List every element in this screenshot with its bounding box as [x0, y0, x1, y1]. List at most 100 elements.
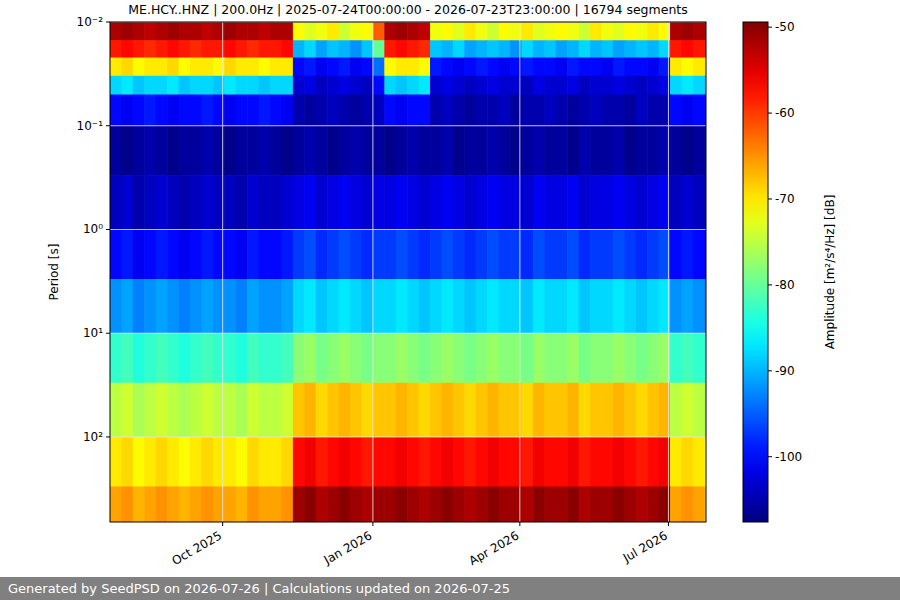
cell [121, 333, 133, 383]
cell [224, 76, 236, 95]
cell [373, 229, 385, 279]
cell [682, 279, 694, 334]
cell [682, 95, 694, 127]
cell [556, 126, 568, 176]
cell [682, 333, 694, 383]
cell [144, 229, 156, 279]
cell [407, 126, 419, 176]
cell [247, 58, 259, 77]
cell [453, 126, 465, 176]
cell [636, 175, 648, 230]
y-tick-label: 10² [83, 430, 103, 444]
cell [270, 383, 282, 438]
cell [453, 333, 465, 383]
cell [590, 486, 602, 522]
cell [647, 58, 659, 77]
cell [441, 175, 453, 230]
cell [430, 279, 442, 334]
cell [419, 333, 431, 383]
cell [121, 229, 133, 279]
cell [121, 383, 133, 438]
cell [201, 76, 213, 95]
cell [464, 22, 476, 41]
cell [350, 175, 362, 230]
cell [224, 383, 236, 438]
cell [567, 229, 579, 279]
cell [167, 58, 179, 77]
cell [499, 175, 511, 230]
cell [590, 95, 602, 127]
cell [179, 383, 191, 438]
cell [281, 76, 293, 95]
cell [670, 229, 682, 279]
cell [259, 383, 271, 438]
cell [201, 229, 213, 279]
cell [613, 76, 625, 95]
cell [373, 486, 385, 522]
cell [579, 76, 591, 95]
cell [476, 175, 488, 230]
cell [430, 383, 442, 438]
cell [590, 126, 602, 176]
cell [361, 383, 373, 438]
cell [441, 126, 453, 176]
cell [579, 95, 591, 127]
cell [316, 437, 328, 487]
cell [201, 333, 213, 383]
cell [373, 437, 385, 487]
x-tick-label: Oct 2025 [169, 528, 224, 568]
cell [647, 175, 659, 230]
cell [544, 95, 556, 127]
cell [259, 58, 271, 77]
cell [361, 95, 373, 127]
cell [624, 279, 636, 334]
cell [419, 279, 431, 334]
cell [156, 279, 168, 334]
cell [350, 40, 362, 58]
cell [419, 126, 431, 176]
cell [384, 229, 396, 279]
cell [419, 383, 431, 438]
cell [133, 76, 145, 95]
cell [327, 229, 339, 279]
cell [304, 95, 316, 127]
cell [533, 58, 545, 77]
cell [190, 229, 202, 279]
grid-line [110, 229, 706, 230]
cell [533, 22, 545, 41]
cell [567, 279, 579, 334]
cell [613, 58, 625, 77]
colorbar-tick-label: -50 [775, 20, 795, 34]
cell [327, 437, 339, 487]
cell [670, 95, 682, 127]
cell [636, 279, 648, 334]
cell [544, 383, 556, 438]
cell [441, 40, 453, 58]
cell [224, 95, 236, 127]
cell [316, 229, 328, 279]
cell [259, 279, 271, 334]
cell [384, 486, 396, 522]
cell [144, 383, 156, 438]
cell [304, 333, 316, 383]
cell [682, 175, 694, 230]
cell [144, 333, 156, 383]
cell [224, 22, 236, 41]
colorbar-title: Amplitude [m²/s⁴/Hz] [dB] [823, 195, 837, 350]
cell [224, 58, 236, 77]
cell [179, 95, 191, 127]
cell [304, 58, 316, 77]
cell [590, 58, 602, 77]
cell [373, 95, 385, 127]
cell [636, 229, 648, 279]
y-tick [106, 333, 110, 334]
cell [579, 22, 591, 41]
cell [464, 437, 476, 487]
cell [201, 40, 213, 58]
cell [613, 95, 625, 127]
cell [270, 486, 282, 522]
cell [167, 229, 179, 279]
cell [693, 279, 705, 334]
cell [224, 229, 236, 279]
cell [647, 383, 659, 438]
